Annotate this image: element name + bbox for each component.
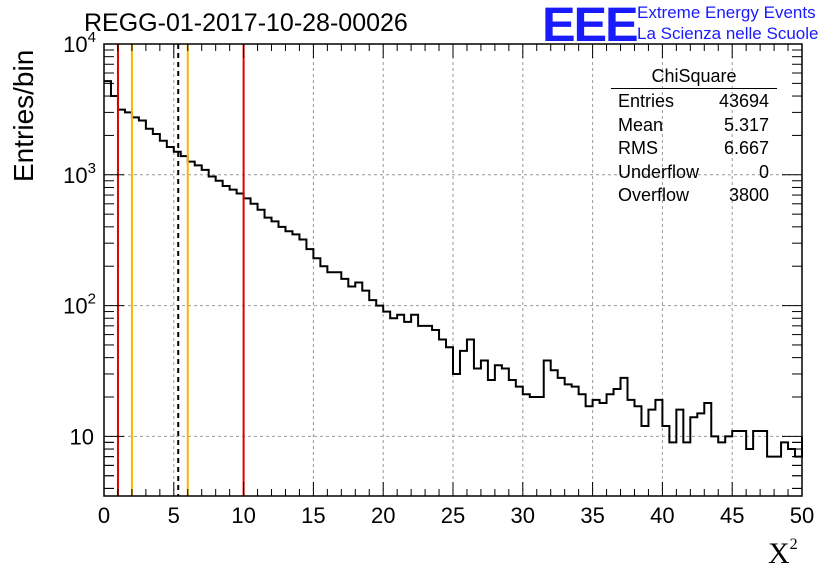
eee-logo: EEE: [542, 0, 639, 52]
stats-label: Entries: [618, 91, 675, 111]
stats-rows: Entries 43694 Mean 5.317 RMS 6.667 Underflow 0 O…: [611, 90, 777, 208]
x-tick-label: 50: [790, 503, 814, 528]
stats-row: RMS 6.667: [611, 137, 777, 161]
y-tick-base: 10: [63, 32, 87, 57]
grid-lines: [104, 44, 802, 496]
x-tick-label: 25: [441, 503, 465, 528]
x-tick-label: 10: [231, 503, 255, 528]
y-tick-base: 10: [63, 294, 87, 319]
x-tick-label: 5: [168, 503, 180, 528]
y-axis-label: Entries/bin: [8, 49, 39, 182]
histogram-series: [104, 80, 803, 458]
y-axis-label-wrap: Entries/bin: [8, 50, 39, 183]
stats-value: 5.317: [723, 114, 769, 135]
stats-title: ChiSquare: [611, 66, 777, 89]
x-tick-label: 20: [371, 503, 395, 528]
y-tick-label: 102: [63, 291, 96, 319]
stats-row: Mean 5.317: [611, 114, 777, 138]
y-tick-exponent: 2: [88, 291, 96, 308]
x-tick-labels: 0 5 10 15 20 25 30 35 40 45 50: [98, 503, 814, 528]
x-tick-label: 30: [511, 503, 535, 528]
stats-value: 43694: [718, 91, 769, 111]
x-axis-label: X2: [768, 536, 798, 571]
y-tick-exponent: 3: [88, 160, 96, 177]
marker-lines: [116, 44, 245, 496]
histogram-line: [104, 80, 803, 458]
stats-value: 3800: [728, 185, 769, 205]
stats-value: 0: [758, 161, 769, 182]
x-axis-label-exponent: 2: [789, 536, 798, 553]
stats-box: ChiSquare Entries 43694 Mean 5.317 RMS 6.667 U…: [611, 66, 777, 208]
stats-label: Mean: [618, 114, 664, 135]
x-tick-label: 45: [720, 503, 744, 528]
stats-label: Underflow: [618, 161, 700, 182]
x-tick-label: 15: [301, 503, 325, 528]
logo-line-1: Extreme Energy Events: [637, 3, 816, 22]
stats-row: Underflow 0: [611, 161, 777, 185]
x-tick-label: 0: [98, 503, 110, 528]
y-tick-base: 10: [63, 163, 87, 188]
y-tick-exponent: 4: [88, 29, 96, 46]
logo-line-2: La Scienza nelle Scuole: [637, 24, 819, 43]
run-title: REGG-01-2017-10-28-00026: [84, 9, 408, 37]
x-tick-label: 40: [650, 503, 674, 528]
stats-label: RMS: [618, 138, 658, 158]
y-tick-label: 103: [63, 160, 96, 188]
x-axis-label-base: X: [768, 537, 790, 570]
y-tick-label: 10: [70, 424, 94, 449]
stats-label: Overflow: [618, 185, 690, 205]
stats-row: Overflow 3800: [611, 184, 777, 208]
y-tick-base: 10: [70, 424, 94, 449]
x-tick-label: 35: [580, 503, 604, 528]
axis-ticks: [103, 43, 803, 496]
stats-row: Entries 43694: [611, 90, 777, 114]
stats-value: 6.667: [723, 138, 769, 158]
y-tick-label: 104: [63, 29, 96, 57]
